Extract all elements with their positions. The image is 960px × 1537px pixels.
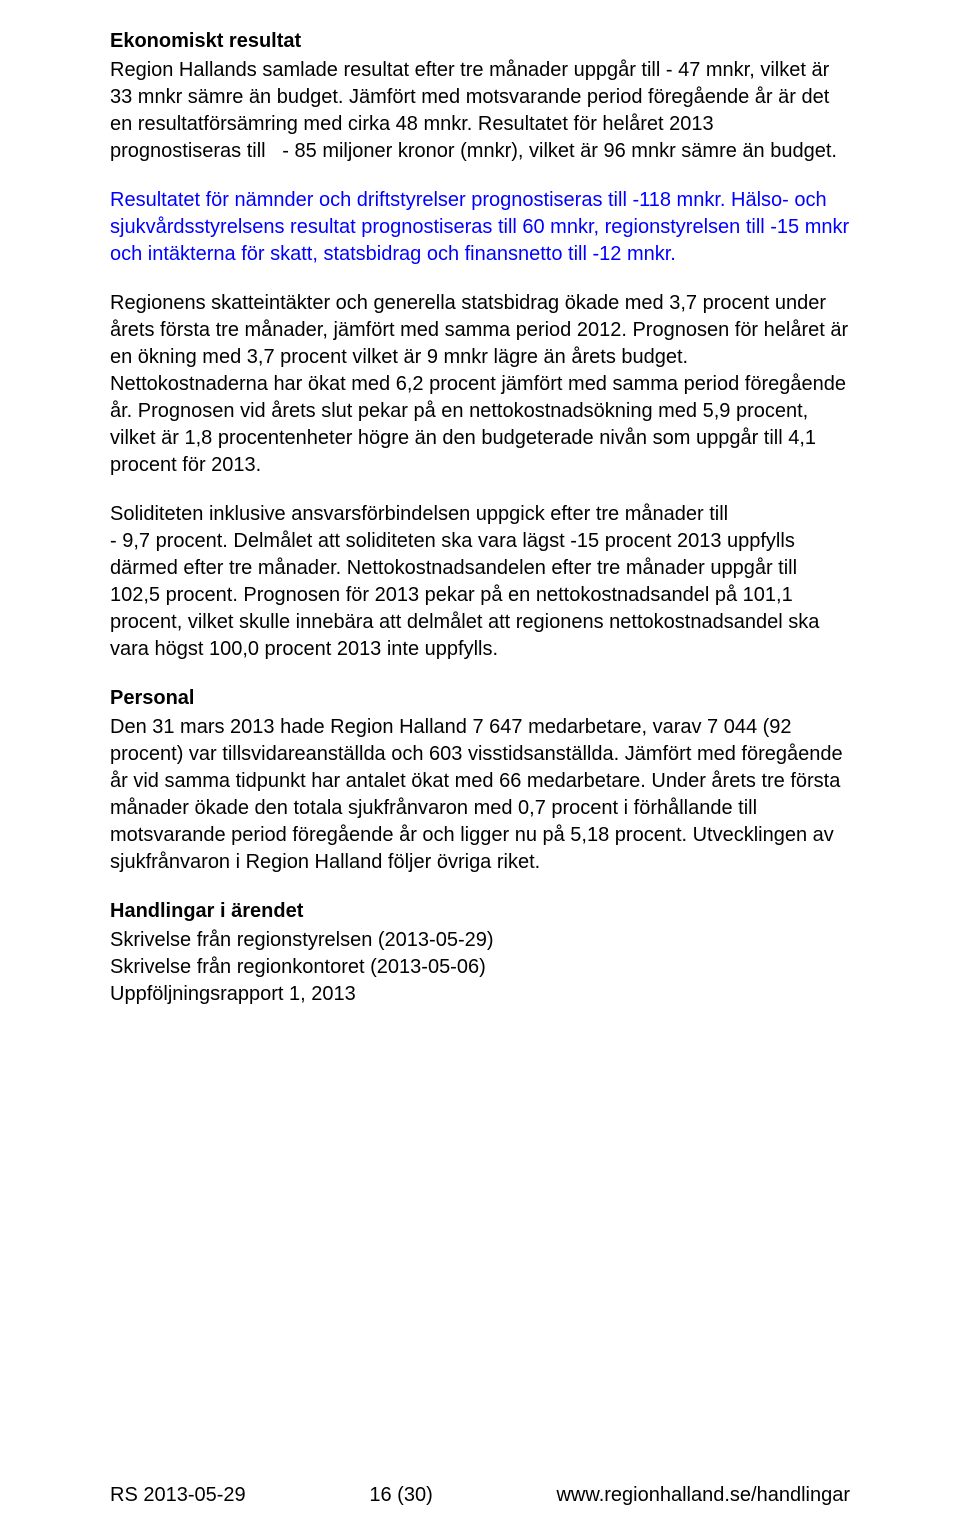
paragraph: Region Hallands samlade resultat efter t… <box>110 57 850 165</box>
attachment-line: Skrivelse från regionstyrelsen (2013-05-… <box>110 927 850 954</box>
section-heading-ekonomi: Ekonomiskt resultat <box>110 28 850 55</box>
attachment-line: Uppföljningsrapport 1, 2013 <box>110 981 850 1008</box>
paragraph: Regionens skatteintäkter och generella s… <box>110 290 850 479</box>
footer-right: www.regionhalland.se/handlingar <box>556 1484 850 1507</box>
document-page: Ekonomiskt resultat Region Hallands saml… <box>0 0 960 1537</box>
paragraph: Den 31 mars 2013 hade Region Halland 7 6… <box>110 714 850 876</box>
section-heading-handlingar: Handlingar i ärendet <box>110 898 850 925</box>
footer-center: 16 (30) <box>369 1484 432 1507</box>
footer-left: RS 2013-05-29 <box>110 1484 246 1507</box>
attachment-line: Skrivelse från regionkontoret (2013-05-0… <box>110 954 850 981</box>
page-footer: RS 2013-05-29 16 (30) www.regionhalland.… <box>0 1484 960 1507</box>
paragraph-highlight: Resultatet för nämnder och driftstyrelse… <box>110 187 850 268</box>
paragraph: Soliditeten inklusive ansvarsförbindelse… <box>110 501 850 663</box>
section-heading-personal: Personal <box>110 685 850 712</box>
